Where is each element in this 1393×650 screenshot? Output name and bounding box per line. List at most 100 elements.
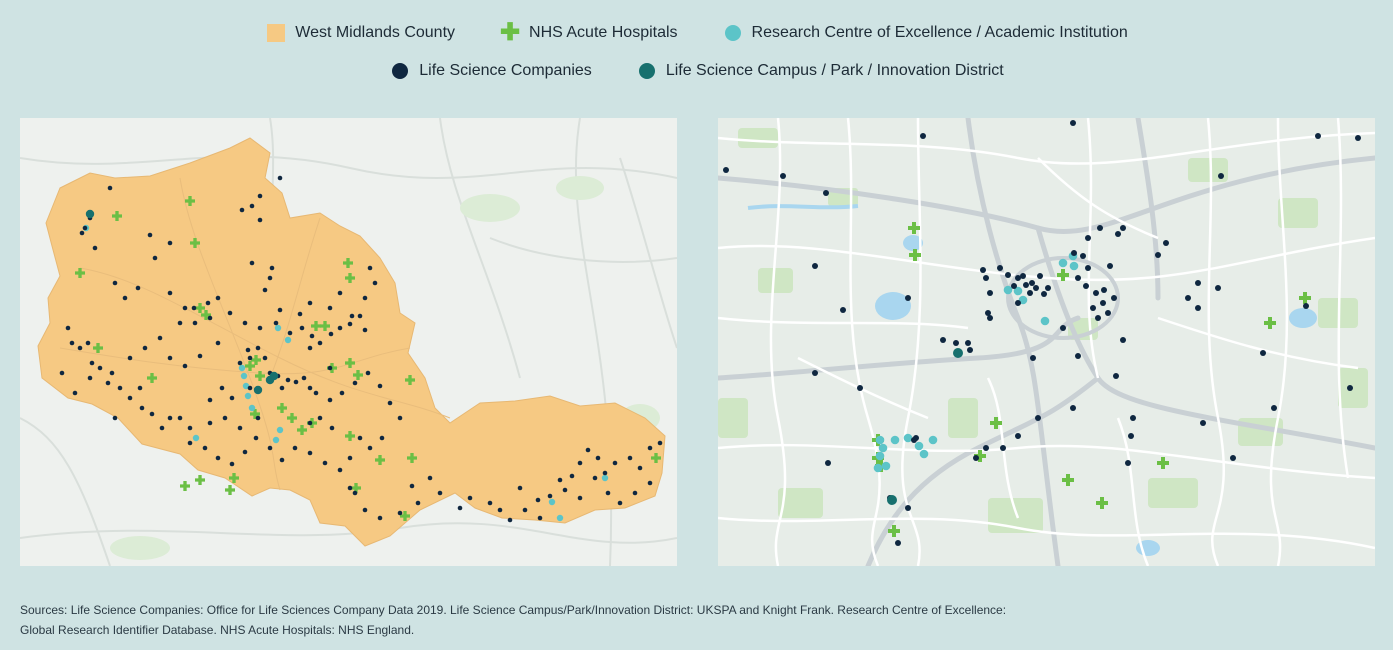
company-marker[interactable] [117,385,123,391]
company-marker[interactable] [307,420,313,426]
hospital-marker[interactable] [147,373,157,384]
company-marker[interactable] [1075,275,1081,281]
company-marker[interactable] [347,321,353,327]
hospital-marker[interactable] [345,358,356,368]
company-marker[interactable] [297,311,303,317]
company-marker[interactable] [229,395,235,401]
company-marker[interactable] [1011,283,1017,289]
company-marker[interactable] [1095,315,1101,321]
company-marker[interactable] [1085,235,1091,241]
company-marker[interactable] [1218,173,1224,179]
research-marker[interactable] [919,449,929,459]
company-marker[interactable] [277,175,283,181]
company-marker[interactable] [317,340,323,346]
hospital-marker[interactable] [345,273,356,283]
company-marker[interactable] [973,455,979,461]
company-marker[interactable] [107,185,113,191]
research-marker[interactable] [1058,258,1068,268]
company-marker[interactable] [89,360,95,366]
company-marker[interactable] [197,353,203,359]
research-marker[interactable] [878,443,888,453]
company-marker[interactable] [85,340,91,346]
company-marker[interactable] [262,287,268,293]
company-marker[interactable] [1027,290,1033,296]
company-marker[interactable] [135,285,141,291]
company-marker[interactable] [1130,415,1136,421]
company-marker[interactable] [327,397,333,403]
hospital-marker[interactable] [311,321,322,331]
company-marker[interactable] [953,340,959,346]
hospital-marker[interactable] [375,455,386,466]
research-marker[interactable] [556,514,564,522]
company-marker[interactable] [247,385,253,391]
company-marker[interactable] [1020,273,1026,279]
campus-marker[interactable] [953,348,963,358]
company-marker[interactable] [1120,337,1126,343]
company-marker[interactable] [215,295,221,301]
company-marker[interactable] [409,483,415,489]
company-marker[interactable] [352,490,358,496]
company-marker[interactable] [379,435,385,441]
company-marker[interactable] [1155,252,1161,258]
company-marker[interactable] [723,167,729,173]
company-marker[interactable] [349,313,355,319]
hospital-marker[interactable] [287,413,298,424]
company-marker[interactable] [309,333,315,339]
hospital-marker[interactable] [251,355,261,365]
company-marker[interactable] [905,295,911,301]
company-marker[interactable] [269,265,275,271]
company-marker[interactable] [365,370,371,376]
company-marker[interactable] [317,415,323,421]
company-marker[interactable] [457,505,463,511]
company-marker[interactable] [1080,253,1086,259]
company-marker[interactable] [1215,285,1221,291]
hospital-marker[interactable] [343,258,354,268]
hospital-marker[interactable] [400,511,411,521]
company-marker[interactable] [1045,285,1051,291]
research-marker[interactable] [244,392,252,400]
company-marker[interactable] [347,485,353,491]
company-marker[interactable] [522,507,528,513]
research-marker[interactable] [276,426,284,434]
company-marker[interactable] [307,345,313,351]
company-marker[interactable] [327,365,333,371]
company-marker[interactable] [249,203,255,209]
company-marker[interactable] [127,395,133,401]
company-marker[interactable] [307,300,313,306]
company-marker[interactable] [273,320,279,326]
company-marker[interactable] [149,411,155,417]
company-marker[interactable] [1075,353,1081,359]
research-marker[interactable] [875,451,885,461]
company-marker[interactable] [467,495,473,501]
company-marker[interactable] [507,517,513,523]
company-marker[interactable] [293,379,299,385]
campus-marker[interactable] [269,371,279,381]
company-marker[interactable] [187,440,193,446]
company-marker[interactable] [647,480,653,486]
research-marker[interactable] [903,433,913,443]
company-marker[interactable] [857,385,863,391]
company-marker[interactable] [229,461,235,467]
company-marker[interactable] [577,495,583,501]
company-marker[interactable] [497,507,503,513]
company-marker[interactable] [1111,295,1117,301]
company-marker[interactable] [239,207,245,213]
company-marker[interactable] [313,390,319,396]
company-marker[interactable] [911,437,917,443]
company-marker[interactable] [1115,231,1121,237]
company-marker[interactable] [1023,282,1029,288]
company-marker[interactable] [905,505,911,511]
research-marker[interactable] [1040,316,1050,326]
company-marker[interactable] [307,385,313,391]
company-marker[interactable] [142,345,148,351]
company-marker[interactable] [1097,225,1103,231]
company-marker[interactable] [657,440,663,446]
company-marker[interactable] [1085,265,1091,271]
company-marker[interactable] [105,380,111,386]
company-marker[interactable] [592,475,598,481]
research-marker[interactable] [548,498,556,506]
company-marker[interactable] [167,355,173,361]
company-marker[interactable] [109,370,115,376]
company-marker[interactable] [1355,135,1361,141]
company-marker[interactable] [72,390,78,396]
